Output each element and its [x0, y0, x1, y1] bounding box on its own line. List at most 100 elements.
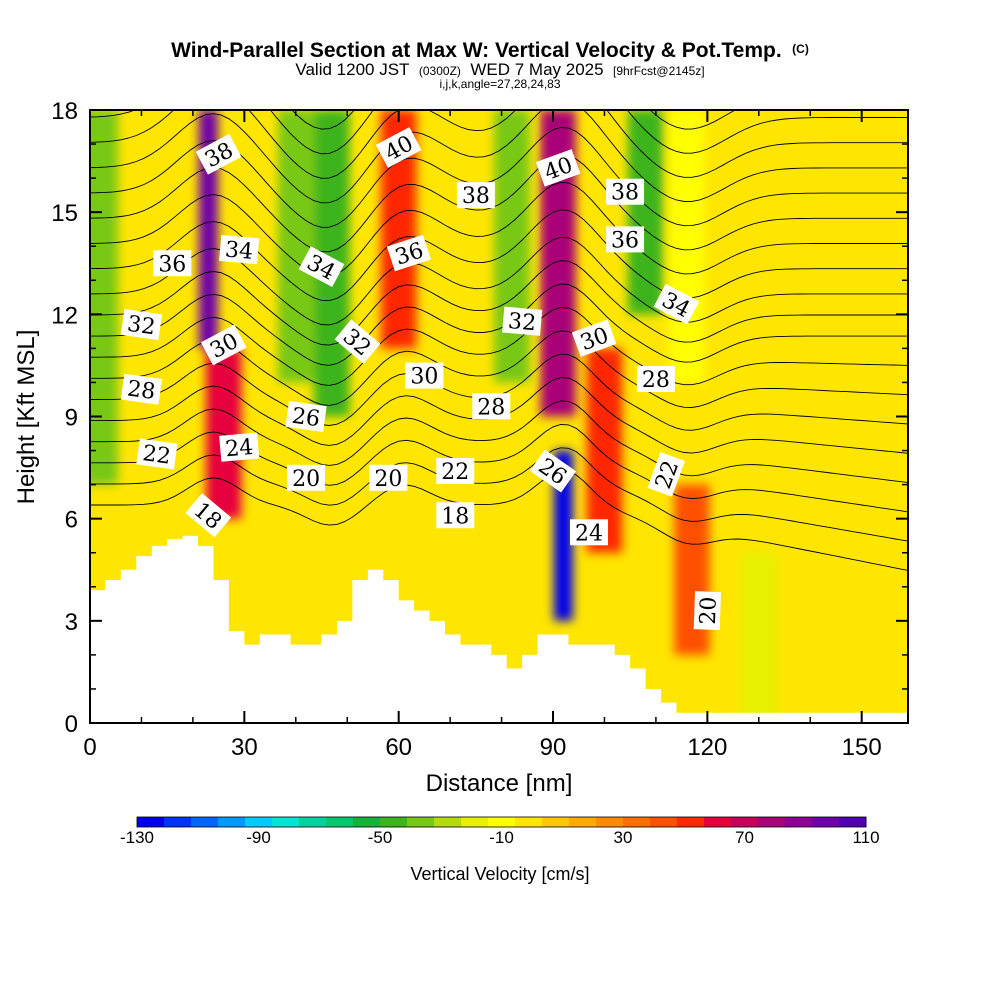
y-tick-label-4: 12	[51, 302, 78, 329]
colorbar-tick-label-3: -10	[489, 828, 514, 847]
theta-label-24: 22	[436, 457, 475, 485]
theta-label-18: 28	[472, 393, 511, 420]
subtitle-date: WED 7 May 2025	[470, 60, 603, 79]
theta-contour-17	[90, 110, 908, 155]
theta-label-29: 18	[436, 502, 475, 529]
colorbar-swatch-22	[731, 817, 759, 827]
svg-text:36: 36	[611, 228, 639, 253]
colorbar-swatch-6	[299, 817, 327, 827]
theta-label-31: 20	[693, 591, 722, 631]
svg-text:22: 22	[141, 441, 172, 470]
colorbar-swatch-21	[704, 817, 732, 827]
theta-contours	[90, 110, 908, 571]
x-tick-label-1: 30	[231, 734, 258, 761]
colorbar-swatch-19	[650, 817, 678, 827]
colorbar-tick-label-0: -130	[120, 828, 154, 847]
w-column-6	[494, 110, 530, 383]
colorbar-swatch-25	[812, 817, 840, 827]
x-tick-label-2: 60	[385, 734, 412, 761]
w-column-0	[90, 110, 119, 485]
w-column-10	[669, 110, 705, 383]
svg-text:32: 32	[126, 312, 157, 341]
x-tick-label-0: 0	[83, 734, 96, 761]
y-tick-label-1: 3	[65, 609, 78, 636]
theta-label-3: 38	[456, 182, 495, 209]
theta-label-8: 36	[386, 234, 432, 272]
terrain	[90, 535, 908, 723]
y-tick-label-0: 0	[65, 711, 78, 738]
theta-contour-13	[90, 154, 908, 253]
colorbar-swatch-24	[785, 817, 813, 827]
colorbar-swatch-8	[353, 817, 381, 827]
svg-text:24: 24	[224, 435, 254, 462]
subtitle-valid: Valid 1200 JST	[295, 60, 409, 79]
colorbar-label: Vertical Velocity [cm/s]	[410, 864, 589, 884]
chart-title: Wind-Parallel Section at Max W: Vertical…	[171, 39, 809, 62]
theta-label-23: 24	[219, 432, 260, 462]
colorbar-ticks: -130 -90 -50 -10 30 70 110	[120, 828, 880, 847]
theta-label-20: 26	[285, 400, 327, 432]
w-column-12	[553, 450, 573, 621]
svg-text:20: 20	[292, 467, 320, 492]
colorbar-tick-label-4: 30	[614, 828, 633, 847]
colorbar-swatch-14	[515, 817, 543, 827]
colorbar-swatch-4	[245, 817, 273, 827]
theta-label-11: 32	[120, 309, 163, 341]
theta-label-2: 40	[535, 149, 581, 187]
theta-label-5: 36	[153, 250, 192, 277]
w-column-9	[627, 110, 664, 315]
w-column-2	[206, 348, 242, 519]
svg-text:18: 18	[441, 504, 469, 529]
colorbar-tick-label-5: 70	[735, 828, 754, 847]
y-tick-label-5: 15	[51, 200, 78, 227]
svg-text:28: 28	[642, 368, 670, 393]
colorbar-swatch-7	[326, 817, 354, 827]
colorbar-swatch-15	[542, 817, 570, 827]
theta-contour-15	[90, 110, 908, 204]
theta-label-17: 28	[120, 373, 163, 405]
svg-text:24: 24	[575, 521, 603, 546]
theta-contour-11	[90, 209, 908, 302]
x-axis-label: Distance [nm]	[426, 770, 573, 797]
theta-contour-16	[90, 110, 908, 179]
colorbar-swatch-3	[218, 817, 246, 827]
colorbar-swatch-2	[191, 817, 219, 827]
svg-text:28: 28	[477, 395, 505, 420]
colorbar-swatch-5	[272, 817, 300, 827]
subtitle-utc: (0300Z)	[419, 64, 461, 78]
colorbar-swatch-9	[380, 817, 408, 827]
x-tick-label-5: 150	[842, 734, 882, 761]
y-axis-label: Height [Kft MSL]	[13, 330, 40, 505]
theta-label-6: 34	[219, 235, 260, 265]
chart-subtitle-indices: i,j,k,angle=27,28,24,83	[439, 77, 560, 91]
svg-text:34: 34	[224, 237, 254, 264]
svg-text:38: 38	[611, 181, 639, 206]
chart-title-mark: (C)	[792, 42, 809, 56]
colorbar-tick-label-2: -50	[368, 828, 393, 847]
svg-text:38: 38	[462, 184, 490, 209]
svg-text:36: 36	[158, 252, 186, 277]
svg-text:20: 20	[374, 467, 402, 492]
theta-contour-8	[90, 283, 908, 366]
colorbar-swatch-10	[407, 817, 435, 827]
y-tick-label-2: 6	[65, 507, 78, 534]
theta-contour-0	[90, 470, 908, 571]
theta-contour-3	[90, 400, 908, 484]
y-tick-label-6: 18	[51, 98, 78, 125]
colorbar-swatch-20	[677, 817, 705, 827]
x-axis: 0 30 60 90 120 150	[83, 110, 882, 761]
theta-label-27: 20	[369, 464, 408, 492]
theta-label-19: 28	[636, 366, 675, 393]
svg-text:22: 22	[441, 460, 469, 485]
theta-contour-12	[90, 181, 908, 277]
colorbar-swatch-12	[461, 817, 489, 827]
theta-label-16: 30	[405, 362, 444, 390]
theta-contour-7	[90, 307, 908, 386]
colorbar-swatch-0	[137, 817, 165, 827]
colorbar-swatch-18	[623, 817, 651, 827]
colorbar-swatch-16	[569, 817, 597, 827]
y-tick-label-3: 9	[65, 405, 78, 432]
theta-contour-9	[90, 260, 908, 346]
